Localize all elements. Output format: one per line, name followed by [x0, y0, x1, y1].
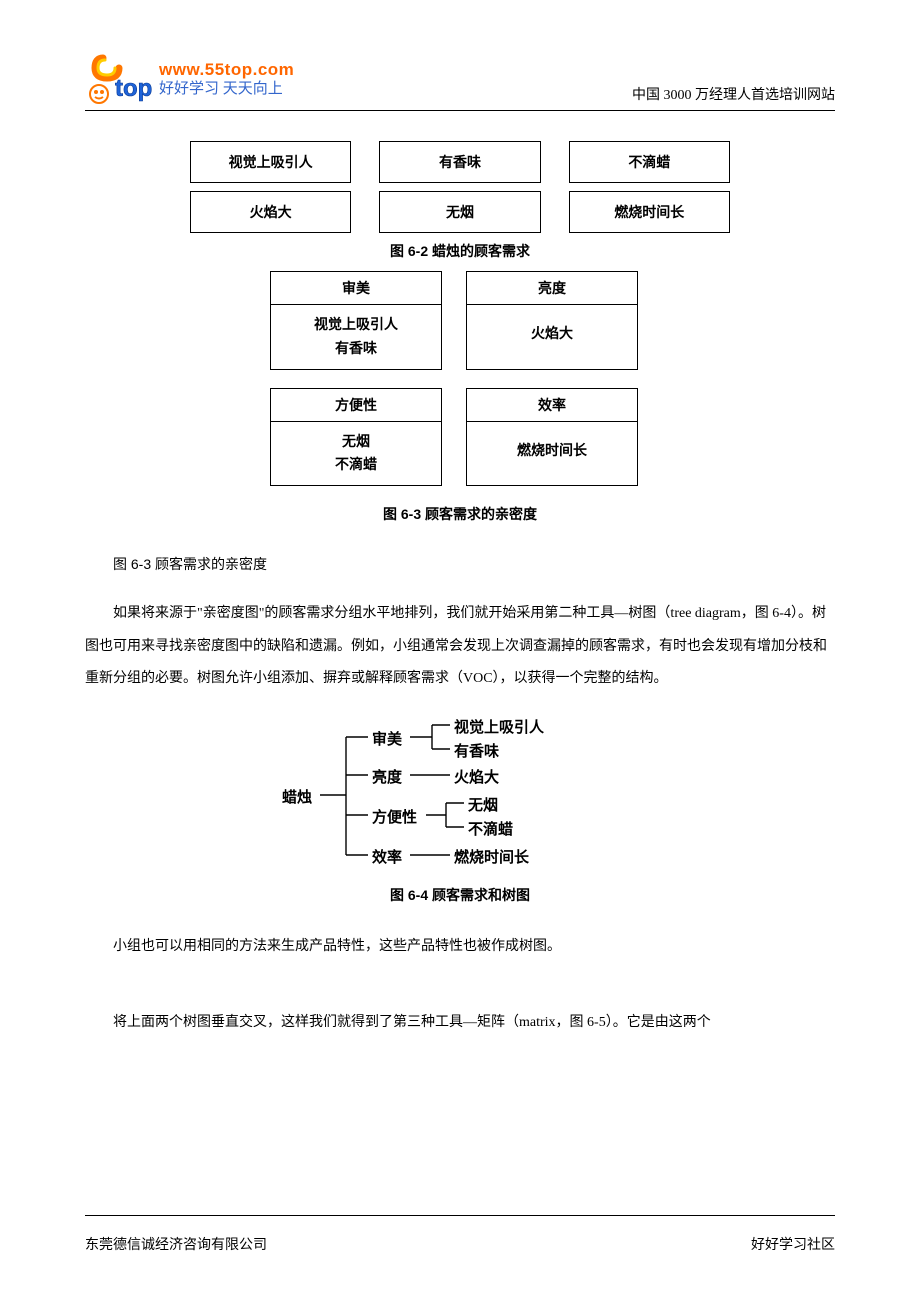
logo-slogan: 好好学习 天天向上	[159, 80, 294, 98]
figure-6-2: 视觉上吸引人有香味不滴蜡火焰大无烟燃烧时间长 图 6-2 蜡烛的顾客需求	[190, 141, 730, 261]
fig63-group-head: 方便性	[271, 389, 441, 422]
page-header: top www.55top.com 好好学习 天天向上 中国 3000 万经理人…	[85, 50, 835, 111]
figure-6-3-caption: 图 6-3 顾客需求的亲密度	[270, 504, 650, 524]
fig63-group-head: 效率	[467, 389, 637, 422]
svg-text:top: top	[115, 75, 152, 102]
tree-branch-0: 审美	[372, 728, 402, 749]
fig63-group: 效率燃烧时间长	[466, 388, 638, 487]
fig62-cell: 视觉上吸引人	[190, 141, 351, 183]
fig63-group-body: 火焰大	[467, 305, 637, 363]
fig63-group-item: 不滴蜡	[271, 453, 441, 477]
tree-leaf-0-1: 有香味	[454, 740, 499, 761]
fig62-row: 视觉上吸引人有香味不滴蜡	[190, 141, 730, 183]
tree-leaf-1-0: 火焰大	[454, 766, 499, 787]
fig62-cell: 有香味	[379, 141, 540, 183]
tree-branch-2: 方便性	[372, 806, 417, 827]
tree-root: 蜡烛	[282, 786, 312, 807]
fig63-group-body: 燃烧时间长	[467, 422, 637, 480]
figure-6-3: 审美视觉上吸引人有香味亮度火焰大方便性无烟不滴蜡效率燃烧时间长 图 6-3 顾客…	[270, 271, 650, 524]
fig63-group-item: 视觉上吸引人	[271, 313, 441, 337]
figure-6-4-caption: 图 6-4 顾客需求和树图	[85, 885, 835, 905]
fig63-group-row: 审美视觉上吸引人有香味亮度火焰大	[270, 271, 650, 370]
figure-6-4: 蜡烛 审美 亮度 方便性 效率 视觉上吸引人 有香味 火焰大 无烟 不滴蜡 燃烧…	[250, 715, 670, 885]
fig63-group-item: 燃烧时间长	[467, 439, 637, 463]
tree-leaf-2-1: 不滴蜡	[468, 818, 513, 839]
logo-text: www.55top.com 好好学习 天天向上	[159, 60, 294, 98]
fig63-group-head: 审美	[271, 272, 441, 305]
fig63-group: 审美视觉上吸引人有香味	[270, 271, 442, 370]
footer-right: 好好学习社区	[751, 1234, 835, 1254]
tree-branch-1: 亮度	[372, 766, 402, 787]
fig62-cell: 火焰大	[190, 191, 351, 233]
tree-branch-3: 效率	[372, 846, 402, 867]
fig63-group-item: 有香味	[271, 337, 441, 361]
figure-6-2-caption: 图 6-2 蜡烛的顾客需求	[190, 241, 730, 261]
paragraph-3: 将上面两个树图垂直交叉，这样我们就得到了第三种工具—矩阵（matrix，图 6-…	[85, 1007, 835, 1039]
fig62-cell: 无烟	[379, 191, 540, 233]
header-tagline: 中国 3000 万经理人首选培训网站	[632, 84, 835, 108]
fig63-group-head: 亮度	[467, 272, 637, 305]
paragraph-2: 小组也可以用相同的方法来生成产品特性，这些产品特性也被作成树图。	[85, 931, 835, 963]
tree-leaf-3-0: 燃烧时间长	[454, 846, 529, 867]
fig62-row: 火焰大无烟燃烧时间长	[190, 191, 730, 233]
fig63-group-row: 方便性无烟不滴蜡效率燃烧时间长	[270, 388, 650, 487]
logo-url: www.55top.com	[159, 60, 294, 80]
site-logo-icon: top	[85, 50, 153, 108]
fig63-group-body: 无烟不滴蜡	[271, 422, 441, 486]
footer-left: 东莞德信诚经济咨询有限公司	[85, 1234, 267, 1254]
fig63-group-body: 视觉上吸引人有香味	[271, 305, 441, 369]
fig63-group-item: 无烟	[271, 430, 441, 454]
fig63-group-item: 火焰大	[467, 322, 637, 346]
page-footer: 东莞德信诚经济咨询有限公司 好好学习社区	[85, 1215, 835, 1254]
caption-6-3-text: 图 6-3 顾客需求的亲密度	[85, 548, 835, 580]
tree-leaf-0-0: 视觉上吸引人	[454, 716, 544, 737]
tree-leaf-2-0: 无烟	[468, 794, 498, 815]
fig63-group: 亮度火焰大	[466, 271, 638, 370]
paragraph-1: 如果将来源于"亲密度图"的顾客需求分组水平地排列，我们就开始采用第二种工具—树图…	[85, 598, 835, 695]
fig63-group: 方便性无烟不滴蜡	[270, 388, 442, 487]
fig62-cell: 燃烧时间长	[569, 191, 730, 233]
fig62-cell: 不滴蜡	[569, 141, 730, 183]
logo-block: top www.55top.com 好好学习 天天向上	[85, 50, 294, 108]
